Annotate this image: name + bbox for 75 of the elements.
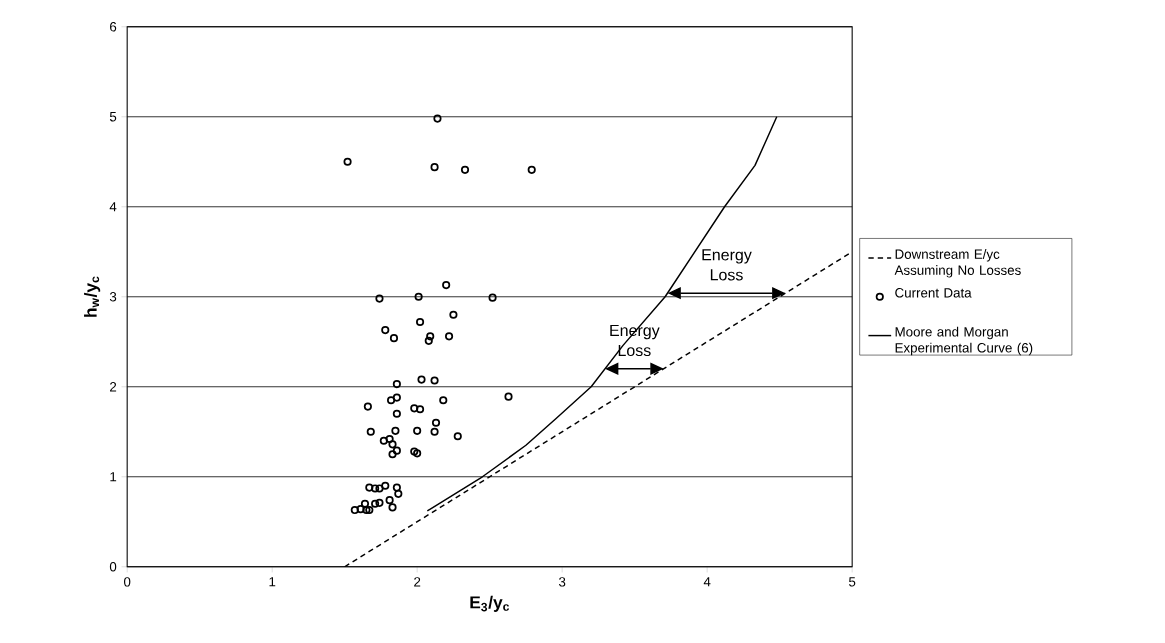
point	[391, 426, 400, 435]
point	[430, 163, 439, 172]
point	[445, 332, 454, 341]
point	[392, 393, 401, 402]
x-tick-label: 1	[269, 577, 276, 587]
y-tick-label: 4	[109, 202, 117, 212]
y-tick-label: 5	[109, 112, 117, 122]
y-tick-label: 3	[109, 292, 117, 302]
y-axis-title: h$_{w}$/y$_{c}$	[84, 276, 101, 317]
point	[375, 498, 384, 507]
point	[366, 427, 375, 436]
point	[385, 434, 394, 444]
legend-label: Downstream E/yc Assuming No Losses	[894, 249, 1021, 278]
annotation: Energy Loss	[702, 249, 752, 281]
point	[365, 505, 374, 515]
point	[389, 334, 399, 343]
point	[363, 402, 372, 411]
point	[387, 396, 396, 405]
point	[365, 483, 374, 492]
point	[392, 409, 401, 418]
point	[417, 375, 426, 384]
point	[388, 450, 397, 459]
point	[379, 436, 388, 445]
point	[350, 505, 359, 515]
point	[413, 426, 422, 435]
point	[381, 481, 390, 490]
point	[375, 484, 384, 493]
point	[426, 332, 435, 341]
point	[413, 449, 422, 458]
point	[504, 392, 513, 401]
y-tick-label: 2	[110, 382, 117, 392]
x-tick-label: 2	[414, 577, 421, 587]
point	[442, 281, 451, 290]
y-tick-label: 6	[110, 22, 117, 32]
point	[375, 294, 384, 303]
point	[362, 505, 371, 515]
point	[381, 325, 390, 335]
point	[385, 496, 394, 505]
point	[430, 376, 439, 385]
x-tick-label: 3	[558, 577, 566, 587]
line-series	[426, 116, 778, 512]
point	[416, 405, 425, 414]
point	[388, 440, 397, 449]
point	[416, 317, 425, 327]
point	[356, 505, 365, 514]
y-tick-label: 0	[109, 562, 117, 572]
legend-label: Current Data	[895, 288, 972, 298]
point	[371, 499, 380, 508]
x-tick-label: 0	[123, 577, 131, 587]
point	[460, 165, 470, 174]
point	[343, 157, 352, 166]
point	[431, 418, 441, 427]
x-tick-label: 4	[703, 577, 711, 587]
legend-label: Moore and Morgan Experimental Curve (6)	[895, 326, 1033, 356]
point	[433, 114, 442, 123]
point	[392, 380, 401, 389]
point	[394, 489, 403, 498]
point	[410, 447, 419, 456]
point	[439, 396, 448, 405]
point	[371, 484, 380, 493]
point	[453, 432, 462, 441]
point	[430, 427, 439, 436]
point	[410, 404, 419, 413]
point	[527, 165, 536, 174]
point	[449, 310, 458, 319]
point	[392, 446, 401, 455]
point	[424, 336, 433, 345]
x-tick-label: 5	[849, 577, 856, 587]
x-axis-title: E$_{3}$/y$_{c}$	[470, 595, 510, 612]
y-tick-label: 1	[110, 472, 117, 482]
point	[360, 499, 370, 508]
point	[488, 293, 497, 302]
point	[414, 292, 423, 301]
point	[388, 503, 397, 512]
point	[392, 483, 401, 492]
